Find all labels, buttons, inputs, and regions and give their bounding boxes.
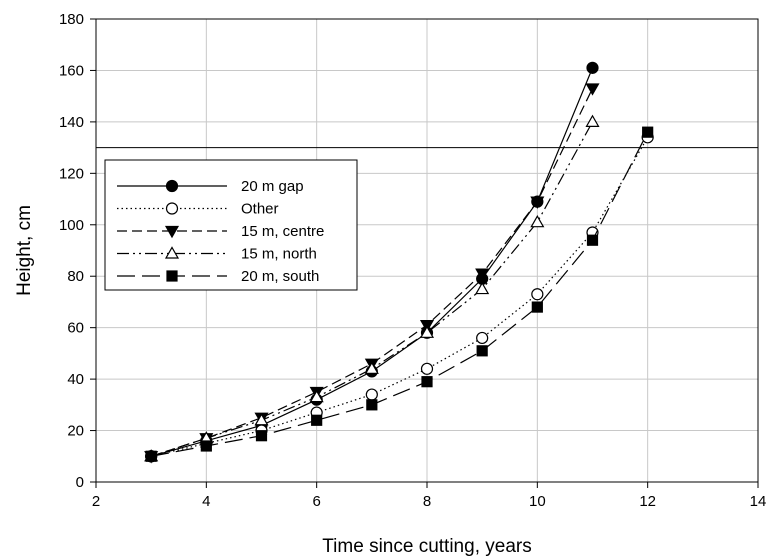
data-point [365, 388, 378, 401]
y-tick-label: 20 [67, 423, 84, 440]
legend: 20 m gap Other 15 m, centre 15 m, north 20 m… [104, 159, 358, 291]
legend-label: Other [241, 201, 279, 218]
data-point [585, 114, 600, 127]
y-tick-label: 100 [59, 217, 84, 234]
legend-item: 20 m gap [117, 178, 304, 195]
y-tick-label: 80 [67, 268, 84, 285]
data-point [311, 414, 323, 426]
legend-item: 15 m, north [117, 246, 317, 263]
x-tick-label: 14 [750, 493, 766, 510]
legend-marker [165, 202, 179, 215]
legend-marker [166, 270, 178, 282]
x-tick-label: 6 [312, 493, 320, 510]
data-point [366, 399, 378, 411]
data-point [530, 196, 545, 209]
data-point [421, 376, 433, 388]
data-point [531, 301, 543, 313]
y-tick-label: 120 [59, 165, 84, 182]
data-point [586, 234, 599, 246]
data-point [586, 61, 599, 74]
legend-label: 20 m, south [241, 268, 319, 285]
legend-label: 15 m, centre [241, 223, 324, 240]
legend-item: 15 m, centre [117, 223, 324, 240]
data-point [476, 345, 488, 357]
x-tick-label: 2 [92, 493, 100, 510]
legend-item: 20 m, south [117, 268, 319, 285]
data-point [585, 83, 600, 96]
y-tick-label: 140 [59, 114, 84, 131]
series-5 [145, 126, 654, 462]
data-point [309, 389, 324, 403]
series-line [151, 131, 649, 457]
y-tick-label: 40 [67, 371, 84, 388]
series-line [150, 88, 594, 457]
data-point [530, 214, 545, 228]
y-tick-label: 0 [76, 474, 84, 491]
legend-label: 15 m, north [241, 246, 317, 263]
data-point [475, 281, 490, 295]
data-point [642, 126, 654, 138]
data-point [364, 361, 379, 374]
data-point [475, 268, 490, 281]
x-tick-label: 4 [202, 493, 210, 510]
data-point [476, 331, 489, 345]
x-tick-label: 8 [423, 493, 431, 510]
data-point [420, 362, 434, 375]
y-tick-label: 160 [59, 62, 84, 79]
data-point [145, 450, 157, 462]
y-axis-label: Height, cm [14, 205, 35, 296]
legend-marker [164, 246, 180, 259]
y-tick-label: 180 [59, 11, 84, 28]
legend-marker [164, 225, 180, 239]
x-tick-label: 10 [529, 493, 546, 510]
data-point [419, 325, 435, 338]
legend-marker [165, 179, 179, 193]
data-point [254, 413, 269, 426]
legend-label: 20 m gap [241, 178, 304, 195]
data-point [255, 430, 268, 442]
x-tick-label: 12 [639, 493, 656, 510]
x-axis-label: Time since cutting, years [322, 536, 531, 557]
y-tick-label: 60 [67, 320, 84, 337]
data-point [200, 440, 212, 452]
legend-box [104, 159, 358, 291]
data-point [531, 288, 544, 301]
series-group [144, 61, 654, 464]
series-line [150, 121, 594, 457]
x-axis-ticks: 2 4 6 8 10 12 14 [92, 482, 766, 510]
legend-item: Other [117, 201, 279, 218]
y-axis-ticks: 0 20 40 60 80 100 120 140 160 180 [59, 11, 96, 491]
